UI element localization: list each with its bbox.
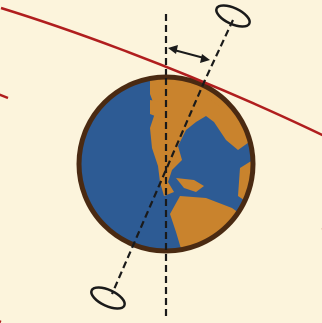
tilt-angle-arrow (168, 45, 210, 63)
pole-ellipse-top (215, 4, 251, 28)
earth-globe (76, 74, 256, 254)
central-america-landmass (176, 178, 204, 192)
orbit-ellipse-front (0, 6, 322, 230)
tilted-rotation-axis (110, 79, 207, 295)
orbit-ellipse-back (0, 93, 9, 323)
pole-ellipse-bottom (90, 286, 126, 310)
western-landmass (150, 100, 162, 118)
tilted-axis-top (204, 19, 234, 81)
